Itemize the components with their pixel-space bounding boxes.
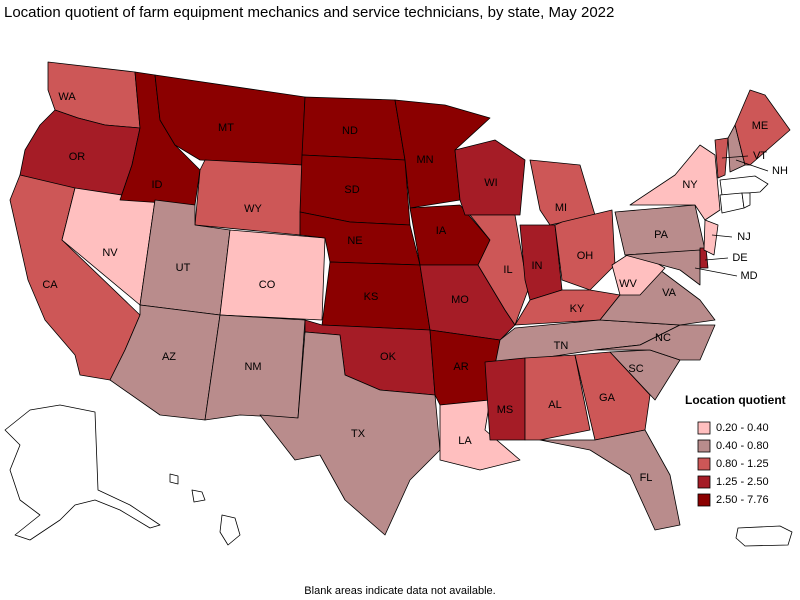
connecticut xyxy=(719,192,745,214)
state-labels: WA OR CA NV ID MT WY UT CO AZ NM ND SD NE KS OK TX MN IA MO… xyxy=(42,91,788,484)
state xyxy=(219,229,326,321)
state-label: WA xyxy=(58,91,76,103)
state xyxy=(259,331,441,536)
puerto-rico xyxy=(735,525,793,547)
state-label: AL xyxy=(548,399,561,411)
state-label: OK xyxy=(380,351,397,363)
legend-title: Location quotient xyxy=(685,393,786,407)
state-label: NY xyxy=(682,179,698,191)
state-label: AZ xyxy=(162,351,176,363)
state-label: ND xyxy=(342,125,358,137)
state-label: VT xyxy=(753,150,767,162)
state xyxy=(624,249,701,286)
state-label: AR xyxy=(453,361,468,373)
state-label: NH xyxy=(772,165,788,177)
legend-swatch xyxy=(697,475,711,489)
state-label: NE xyxy=(347,235,362,247)
state-label: MD xyxy=(740,270,757,282)
leader-line xyxy=(694,267,738,277)
legend-label: 2.50 - 7.76 xyxy=(716,494,769,506)
state-label: GA xyxy=(599,392,616,404)
hawaii-island xyxy=(191,489,206,503)
state xyxy=(484,357,526,441)
map-title: Location quotient of farm equipment mech… xyxy=(4,4,614,21)
state-label: VA xyxy=(662,287,677,299)
state-label: ME xyxy=(752,120,769,132)
rhode-island xyxy=(741,192,751,209)
leader-line xyxy=(721,155,749,159)
state-label: KY xyxy=(570,303,585,315)
state-label: NC xyxy=(655,332,671,344)
leader-line xyxy=(704,257,729,261)
legend-label: 0.20 - 0.40 xyxy=(716,422,769,434)
state xyxy=(629,144,721,221)
alaska xyxy=(4,404,161,541)
legend-swatch xyxy=(697,439,711,453)
legend-swatch xyxy=(697,493,711,507)
state-label: NJ xyxy=(737,231,750,243)
legend-label: 0.80 - 1.25 xyxy=(716,458,769,470)
state xyxy=(194,159,303,236)
state xyxy=(524,354,591,441)
leader-line xyxy=(711,234,733,238)
state xyxy=(594,324,716,361)
state xyxy=(574,351,651,441)
legend-swatch xyxy=(697,457,711,471)
state-label: IA xyxy=(436,225,447,237)
state xyxy=(714,137,729,179)
state-label: LA xyxy=(458,435,472,447)
state-label: NV xyxy=(102,247,118,259)
state-label: DE xyxy=(732,252,747,264)
state-label: MN xyxy=(416,154,433,166)
state-label: PA xyxy=(654,229,669,241)
hawaii xyxy=(219,514,241,546)
legend-label: 1.25 - 2.50 xyxy=(716,476,769,488)
state-label: KS xyxy=(364,291,379,303)
states xyxy=(9,61,791,536)
state-label: SD xyxy=(344,184,359,196)
legend-swatch xyxy=(697,421,711,435)
state-label: OR xyxy=(69,151,86,163)
state-label: WI xyxy=(484,177,497,189)
state-label: IL xyxy=(503,264,512,276)
state-label: FL xyxy=(640,472,653,484)
state-label: SC xyxy=(628,363,643,375)
state-label: OH xyxy=(577,250,594,262)
state xyxy=(539,429,681,531)
state-label: NM xyxy=(244,361,261,373)
state-label: TN xyxy=(554,340,569,352)
blank-areas xyxy=(4,175,793,547)
state xyxy=(703,219,719,256)
state-label: IN xyxy=(532,260,543,272)
state-label: WY xyxy=(244,203,262,215)
legend-label: 0.40 - 0.80 xyxy=(716,440,769,452)
legend: Location quotient 0.20 - 0.40 0.40 - 0.80 0… xyxy=(685,393,786,507)
massachusetts xyxy=(719,175,769,196)
state xyxy=(469,214,529,326)
state-label: TX xyxy=(351,428,366,440)
state-label: ID xyxy=(152,179,163,191)
footnote: Blank areas indicate data not available. xyxy=(304,585,495,597)
state-label: UT xyxy=(176,262,191,274)
state-label: MI xyxy=(555,202,567,214)
leader-line xyxy=(735,159,769,172)
state xyxy=(454,139,526,216)
state xyxy=(734,89,791,166)
state-label: CO xyxy=(259,279,276,291)
state xyxy=(529,159,596,226)
hawaii-island xyxy=(169,473,179,485)
state-label: CA xyxy=(42,279,58,291)
state-label: MT xyxy=(218,122,234,134)
state-label: MO xyxy=(451,294,469,306)
state-label: MS xyxy=(497,404,514,416)
state-label: WV xyxy=(619,278,637,290)
